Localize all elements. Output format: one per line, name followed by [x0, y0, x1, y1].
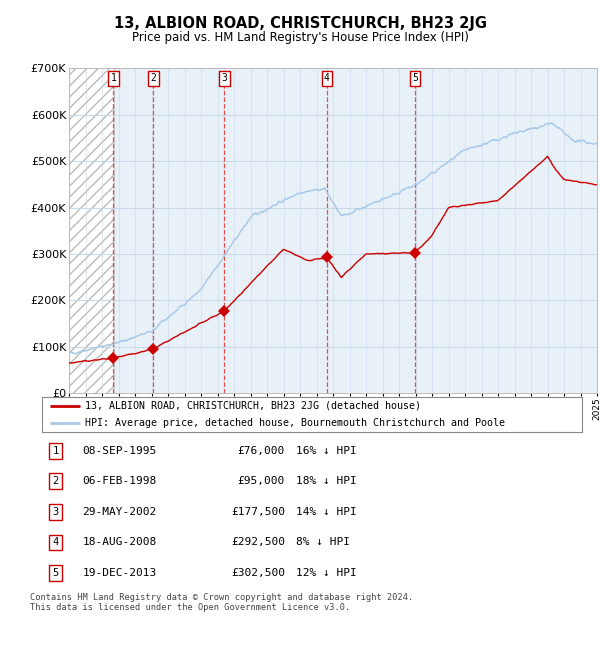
Text: 12% ↓ HPI: 12% ↓ HPI — [296, 568, 356, 578]
Text: 4: 4 — [324, 73, 330, 83]
Text: 4: 4 — [52, 538, 59, 547]
Text: 8% ↓ HPI: 8% ↓ HPI — [296, 538, 350, 547]
Bar — [69, 68, 115, 393]
Text: 3: 3 — [221, 73, 227, 83]
Text: 18-AUG-2008: 18-AUG-2008 — [83, 538, 157, 547]
Text: 3: 3 — [52, 507, 59, 517]
Text: 08-SEP-1995: 08-SEP-1995 — [83, 446, 157, 456]
Text: 16% ↓ HPI: 16% ↓ HPI — [296, 446, 356, 456]
Text: 2: 2 — [150, 73, 156, 83]
Text: Contains HM Land Registry data © Crown copyright and database right 2024.: Contains HM Land Registry data © Crown c… — [30, 593, 413, 602]
Text: 5: 5 — [52, 568, 59, 578]
Text: £292,500: £292,500 — [231, 538, 285, 547]
Text: 13, ALBION ROAD, CHRISTCHURCH, BH23 2JG: 13, ALBION ROAD, CHRISTCHURCH, BH23 2JG — [113, 16, 487, 31]
Text: 19-DEC-2013: 19-DEC-2013 — [83, 568, 157, 578]
Text: £177,500: £177,500 — [231, 507, 285, 517]
Text: 2: 2 — [52, 476, 59, 486]
Text: 13, ALBION ROAD, CHRISTCHURCH, BH23 2JG (detached house): 13, ALBION ROAD, CHRISTCHURCH, BH23 2JG … — [85, 401, 421, 411]
Text: £302,500: £302,500 — [231, 568, 285, 578]
Text: Price paid vs. HM Land Registry's House Price Index (HPI): Price paid vs. HM Land Registry's House … — [131, 31, 469, 44]
Text: £76,000: £76,000 — [238, 446, 285, 456]
Text: HPI: Average price, detached house, Bournemouth Christchurch and Poole: HPI: Average price, detached house, Bour… — [85, 418, 505, 428]
Text: 29-MAY-2002: 29-MAY-2002 — [83, 507, 157, 517]
Text: This data is licensed under the Open Government Licence v3.0.: This data is licensed under the Open Gov… — [30, 603, 350, 612]
Text: 1: 1 — [110, 73, 116, 83]
Text: 1: 1 — [52, 446, 59, 456]
Text: 18% ↓ HPI: 18% ↓ HPI — [296, 476, 356, 486]
Text: 5: 5 — [412, 73, 418, 83]
Text: 14% ↓ HPI: 14% ↓ HPI — [296, 507, 356, 517]
FancyBboxPatch shape — [42, 396, 582, 432]
Text: 06-FEB-1998: 06-FEB-1998 — [83, 476, 157, 486]
Text: £95,000: £95,000 — [238, 476, 285, 486]
